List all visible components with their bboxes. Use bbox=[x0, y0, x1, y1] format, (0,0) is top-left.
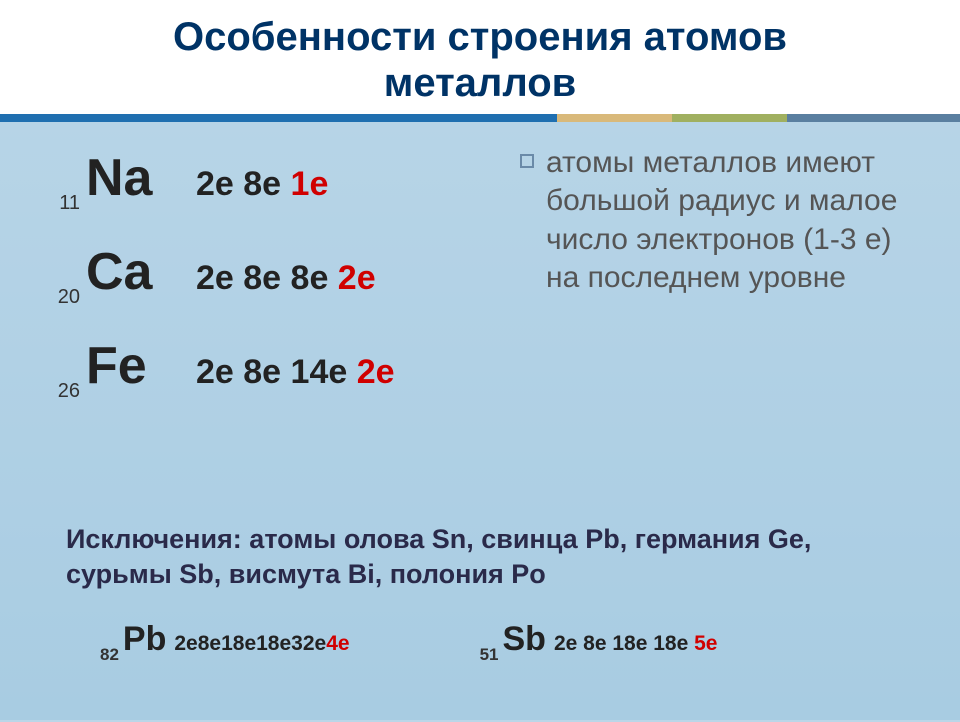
atomic-number: 51 bbox=[480, 645, 499, 665]
title-line-2: металлов bbox=[384, 61, 576, 105]
element-symbol: Fe bbox=[86, 336, 196, 396]
bottom-elements-row: 82 Pb 2е8е18е18е32е4е 51 Sb 2е 8е 18е 18… bbox=[100, 620, 920, 659]
divider-segment-tan bbox=[557, 114, 672, 122]
elements-column: 11 Na 2е 8е 1е 20 Ca 2е 8е 8е 2е 26 Fe 2… bbox=[40, 148, 500, 430]
atomic-number: 26 bbox=[40, 380, 80, 403]
config-red: 2е bbox=[338, 259, 376, 297]
atomic-number: 82 bbox=[100, 645, 119, 665]
config-red: 2е bbox=[357, 353, 395, 391]
config-red: 5е bbox=[694, 632, 717, 655]
electron-config: 2е 8е 14е 2е bbox=[196, 353, 395, 392]
config-black: 2е 8е 8е bbox=[196, 259, 338, 297]
description-column: атомы металлов имеют большой радиус и ма… bbox=[520, 144, 920, 298]
atomic-number: 20 bbox=[40, 286, 80, 309]
exceptions-label: Исключения: bbox=[66, 524, 249, 554]
config-black: 2е 8е 14е bbox=[196, 353, 357, 391]
element-row-na: 11 Na 2е 8е 1е bbox=[40, 148, 500, 208]
slide-title: Особенности строения атомов металлов bbox=[0, 14, 960, 106]
divider-segment-blue bbox=[0, 114, 557, 122]
slide-header: Особенности строения атомов металлов bbox=[0, 0, 960, 114]
config-black: 2е 8е 18е 18е bbox=[554, 632, 694, 655]
divider-bar bbox=[0, 114, 960, 122]
divider-segment-steel bbox=[787, 114, 960, 122]
config-black: 2е 8е bbox=[196, 165, 291, 203]
element-row-ca: 20 Ca 2е 8е 8е 2е bbox=[40, 242, 500, 302]
config-red: 1е bbox=[291, 165, 329, 203]
element-symbol: Sb bbox=[503, 620, 546, 659]
atomic-number: 11 bbox=[40, 192, 80, 215]
element-pb: 82 Pb 2е8е18е18е32е4е bbox=[100, 620, 350, 659]
electron-config: 2е 8е 18е 18е 5е bbox=[554, 632, 718, 656]
element-symbol: Ca bbox=[86, 242, 196, 302]
exceptions-note: Исключения: атомы олова Sn, свинца Pb, г… bbox=[66, 522, 906, 592]
element-symbol: Pb bbox=[123, 620, 166, 659]
bullet-marker-icon bbox=[520, 154, 534, 168]
electron-config: 2е 8е 1е bbox=[196, 165, 328, 204]
config-black: 2е8е18е18е32е bbox=[174, 632, 326, 655]
divider-segment-olive bbox=[672, 114, 787, 122]
electron-config: 2е 8е 8е 2е bbox=[196, 259, 376, 298]
config-red: 4е bbox=[326, 632, 349, 655]
element-row-fe: 26 Fe 2е 8е 14е 2е bbox=[40, 336, 500, 396]
element-symbol: Na bbox=[86, 148, 196, 208]
title-line-1: Особенности строения атомов bbox=[173, 15, 787, 59]
bullet-item: атомы металлов имеют большой радиус и ма… bbox=[520, 144, 920, 298]
slide-body: 11 Na 2е 8е 1е 20 Ca 2е 8е 8е 2е 26 Fe 2… bbox=[0, 122, 960, 722]
electron-config: 2е8е18е18е32е4е bbox=[174, 632, 349, 656]
element-sb: 51 Sb 2е 8е 18е 18е 5е bbox=[480, 620, 718, 659]
bullet-text: атомы металлов имеют большой радиус и ма… bbox=[546, 144, 920, 298]
